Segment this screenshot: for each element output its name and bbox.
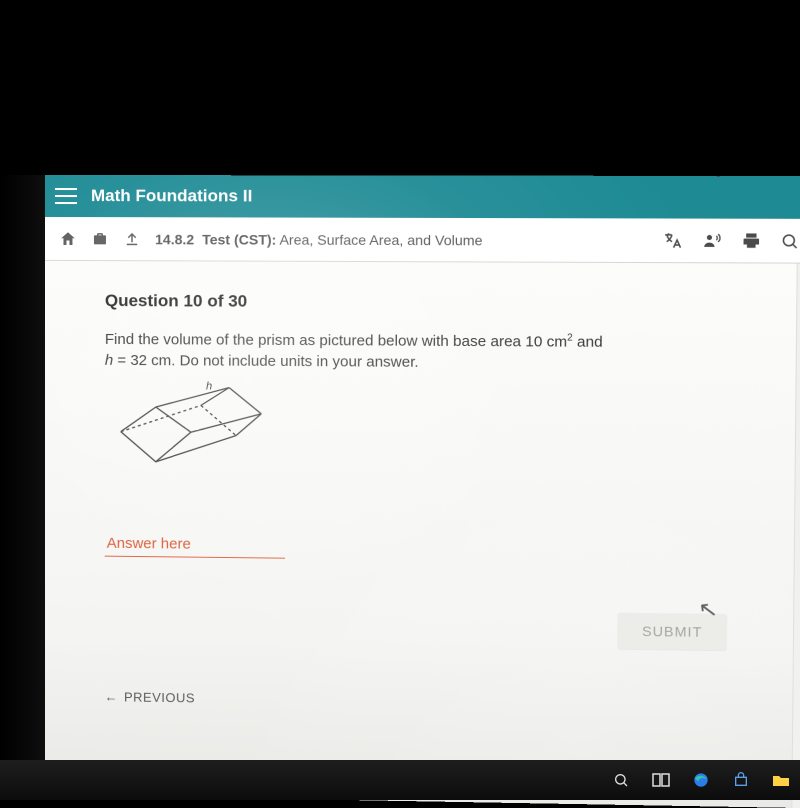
account-voice-icon[interactable] [702, 230, 723, 250]
zoom-icon[interactable] [780, 232, 799, 250]
scrollbar[interactable]: ▴ [791, 264, 800, 808]
breadcrumb-bar: 14.8.2 Test (CST): Area, Surface Area, a… [45, 217, 800, 264]
question-panel: ▴ Question 10 of 30 Find the volume of t… [45, 261, 800, 808]
arrow-left-icon: ← [105, 689, 118, 704]
app-window: Math Foundations II Apex Learnin 14.8.2 … [45, 175, 800, 808]
assignment-kind: Test (CST): [202, 231, 276, 247]
prism-diagram: h [101, 377, 272, 488]
cursor-icon: ↖ [696, 596, 718, 624]
question-text: Find the volume of the prism as pictured… [105, 329, 673, 375]
assignment-title: 14.8.2 Test (CST): Area, Surface Area, a… [155, 231, 648, 249]
course-header: Math Foundations II Apex Learnin [45, 175, 800, 219]
home-icon[interactable] [59, 229, 77, 247]
print-icon[interactable] [741, 230, 762, 250]
translate-icon[interactable] [662, 230, 683, 250]
previous-button[interactable]: ← PREVIOUS [105, 689, 768, 714]
unit-number: 14.8.2 [155, 231, 194, 247]
os-taskbar[interactable] [0, 760, 800, 800]
taskbar-edge-icon[interactable] [692, 771, 710, 789]
menu-icon[interactable] [55, 188, 77, 204]
brand-label: Apex Learnin [701, 175, 800, 179]
diagram-height-label: h [206, 380, 212, 392]
answer-input[interactable] [105, 531, 285, 559]
assignment-topic: Area, Surface Area, and Volume [279, 231, 482, 248]
taskbar-taskview-icon[interactable] [652, 771, 670, 789]
taskbar-store-icon[interactable] [732, 771, 750, 789]
question-number: Question 10 of 30 [105, 291, 772, 314]
briefcase-icon[interactable] [91, 230, 109, 248]
course-title: Math Foundations II [91, 186, 252, 206]
taskbar-search-icon[interactable] [612, 771, 630, 789]
upload-icon[interactable] [123, 230, 141, 248]
taskbar-explorer-icon[interactable] [772, 771, 790, 789]
